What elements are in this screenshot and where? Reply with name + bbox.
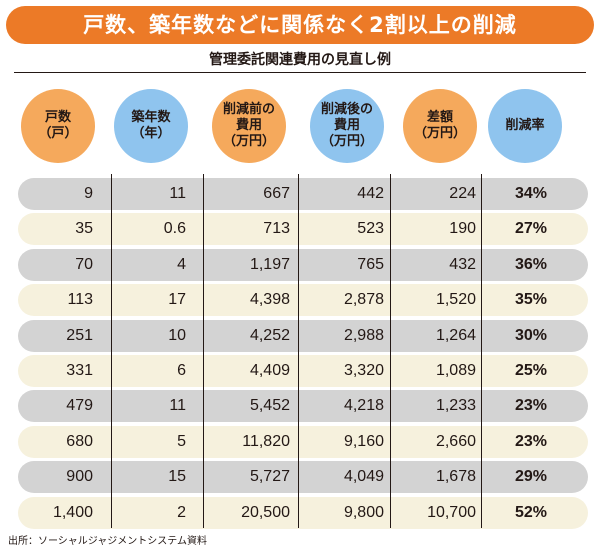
table-cell: 113 [67, 291, 93, 309]
table-cell: 224 [449, 185, 476, 202]
table-cell: 6 [177, 362, 186, 379]
reduction-rate-cell: 29% [514, 468, 547, 486]
table-cell: 190 [449, 220, 476, 238]
column-divider [390, 174, 391, 528]
table-cell: 523 [357, 220, 384, 238]
table-cell: 35 [75, 220, 93, 238]
table-cell: 17 [168, 291, 186, 309]
reduction-rate-cell: 35% [514, 291, 547, 309]
table-cell: 2,660 [435, 432, 476, 450]
table-cell: 4,218 [343, 397, 384, 415]
table-row [18, 319, 588, 352]
table-cell: 442 [357, 185, 384, 202]
column-header-5: 差額 （万円） [403, 89, 477, 163]
table-cell: 900 [66, 468, 93, 486]
column-header-6: 削減率 [488, 89, 562, 163]
table-cell: 5 [177, 432, 186, 450]
table-row [18, 425, 588, 458]
chart-subtitle: 管理委託関連費用の見直し例 [209, 52, 391, 68]
subtitle-underline [14, 72, 586, 73]
reduction-rate-cell: 52% [514, 503, 547, 521]
table-cell: 479 [66, 397, 93, 415]
table-cell: 2,988 [343, 326, 384, 344]
table-cell: 5,727 [249, 468, 290, 486]
table-cell: 4,398 [249, 291, 290, 309]
reduction-rate-cell: 34% [514, 185, 547, 202]
table-cell: 432 [449, 255, 476, 273]
table-cell: 4 [177, 255, 186, 273]
table-cell: 1,089 [435, 362, 476, 379]
table-cell: 1,233 [435, 397, 476, 415]
table-cell: 1,520 [435, 291, 476, 309]
table-cell: 1,197 [249, 255, 290, 273]
table-cell: 3,320 [343, 362, 384, 379]
column-header-4: 削減後の 費用 （万円） [310, 89, 384, 163]
reduction-rate-cell: 36% [514, 255, 547, 273]
table-cell: 1,678 [435, 468, 476, 486]
table-cell: 9,800 [343, 503, 384, 521]
reduction-rate-cell: 25% [514, 362, 547, 379]
column-divider [111, 174, 112, 528]
table-row [18, 355, 588, 387]
table-cell: 20,500 [241, 503, 290, 521]
table-cell: 4,252 [249, 326, 290, 344]
column-divider [481, 174, 482, 528]
table-row [18, 390, 588, 423]
table-row [18, 248, 588, 281]
reduction-rate-cell: 23% [514, 397, 547, 415]
column-header-2: 築年数 （年） [114, 89, 188, 163]
table-row [18, 496, 588, 529]
table-cell: 765 [357, 255, 384, 273]
table-cell: 11,820 [242, 432, 290, 450]
table-row [18, 213, 588, 246]
table-cell: 11 [169, 397, 186, 415]
column-divider [203, 174, 204, 528]
reduction-rate-cell: 23% [514, 432, 547, 450]
table-cell: 10,700 [427, 503, 476, 521]
column-header-1: 戸数 （戸） [21, 89, 95, 163]
table-cell: 680 [66, 432, 93, 450]
table-cell: 0.6 [163, 220, 186, 238]
table-cell: 9 [84, 185, 93, 202]
table-cell: 251 [66, 326, 93, 344]
column-header-3: 削減前の 費用 （万円） [212, 89, 286, 163]
chart-title: 戸数、築年数などに関係なく2割以上の削減 [6, 6, 594, 44]
table-cell: 10 [168, 326, 186, 344]
reduction-rate-cell: 30% [514, 326, 547, 344]
table-cell: 1,264 [435, 326, 476, 344]
source-note: 出所：ソーシャルジャジメントシステム資料 [8, 536, 207, 547]
table-cell: 331 [66, 362, 93, 379]
table-cell: 4,409 [249, 362, 290, 379]
column-divider [298, 174, 299, 528]
table-cell: 70 [75, 255, 93, 273]
table-row [18, 284, 588, 317]
table-cell: 11 [169, 185, 186, 202]
reduction-rate-cell: 27% [514, 220, 547, 238]
table-cell: 667 [263, 185, 290, 202]
table-cell: 713 [263, 220, 290, 238]
table-row [18, 461, 588, 494]
table-cell: 2,878 [343, 291, 384, 309]
table-row [18, 178, 588, 210]
table-cell: 4,049 [343, 468, 384, 486]
table-cell: 15 [168, 468, 186, 486]
table-cell: 2 [177, 503, 186, 521]
table-cell: 9,160 [343, 432, 384, 450]
table-cell: 1,400 [52, 503, 93, 521]
table-cell: 5,452 [249, 397, 290, 415]
